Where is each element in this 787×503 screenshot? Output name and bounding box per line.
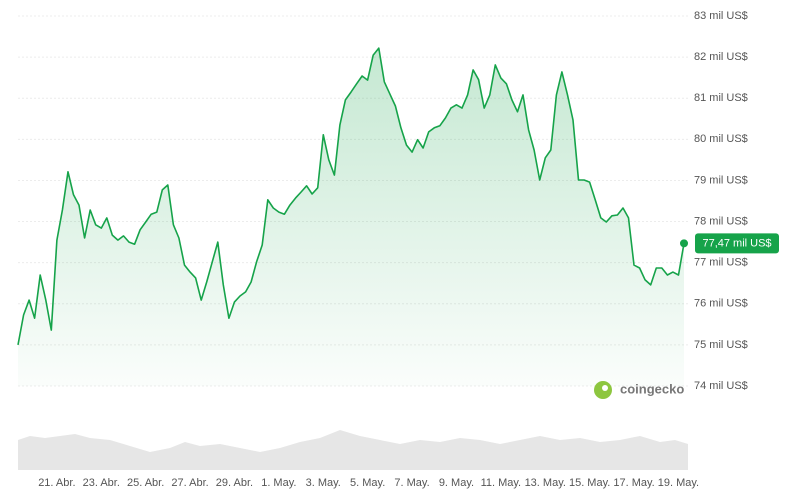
x-tick-label: 15. May. xyxy=(569,477,610,489)
y-tick-label: 83 mil US$ xyxy=(694,10,748,22)
brand-name: coingecko xyxy=(620,381,684,396)
x-tick-label: 21. Abr. xyxy=(38,477,75,489)
y-tick-label: 82 mil US$ xyxy=(694,51,748,63)
x-tick-label: 19. May. xyxy=(658,477,699,489)
y-tick-label: 81 mil US$ xyxy=(694,92,748,104)
x-tick-label: 23. Abr. xyxy=(83,477,120,489)
brand-logo-eye xyxy=(602,385,608,391)
y-tick-label: 77 mil US$ xyxy=(694,257,748,269)
x-tick-label: 17. May. xyxy=(613,477,654,489)
y-tick-label: 80 mil US$ xyxy=(694,133,748,145)
area-fill xyxy=(18,48,684,386)
x-tick-label: 27. Abr. xyxy=(171,477,208,489)
x-tick-label: 3. May. xyxy=(306,477,341,489)
x-tick-label: 9. May. xyxy=(439,477,474,489)
x-tick-label: 7. May. xyxy=(394,477,429,489)
y-tick-label: 75 mil US$ xyxy=(694,339,748,351)
plot: 77,47 mil US$ xyxy=(17,47,779,386)
x-tick-label: 13. May. xyxy=(525,477,566,489)
x-tick-label: 11. May. xyxy=(481,477,522,489)
x-tick-label: 25. Abr. xyxy=(127,477,164,489)
last-point xyxy=(680,239,688,248)
x-tick-label: 1. May. xyxy=(261,477,296,489)
volume-silhouette xyxy=(18,430,688,470)
y-tick-label: 76 mil US$ xyxy=(694,298,748,310)
y-tick-label: 79 mil US$ xyxy=(694,174,748,186)
price-line xyxy=(17,47,685,346)
price-badge-label: 77,47 mil US$ xyxy=(702,237,771,249)
x-tick-label: 5. May. xyxy=(350,477,385,489)
price-badge xyxy=(695,233,779,254)
y-tick-label: 78 mil US$ xyxy=(694,215,748,227)
grid: 74 mil US$ 75 mil US$ 76 mil US$ 77 mil US$… xyxy=(18,10,748,392)
x-tick-label: 29. Abr. xyxy=(216,477,253,489)
y-tick-label: 74 mil US$ xyxy=(694,380,748,392)
